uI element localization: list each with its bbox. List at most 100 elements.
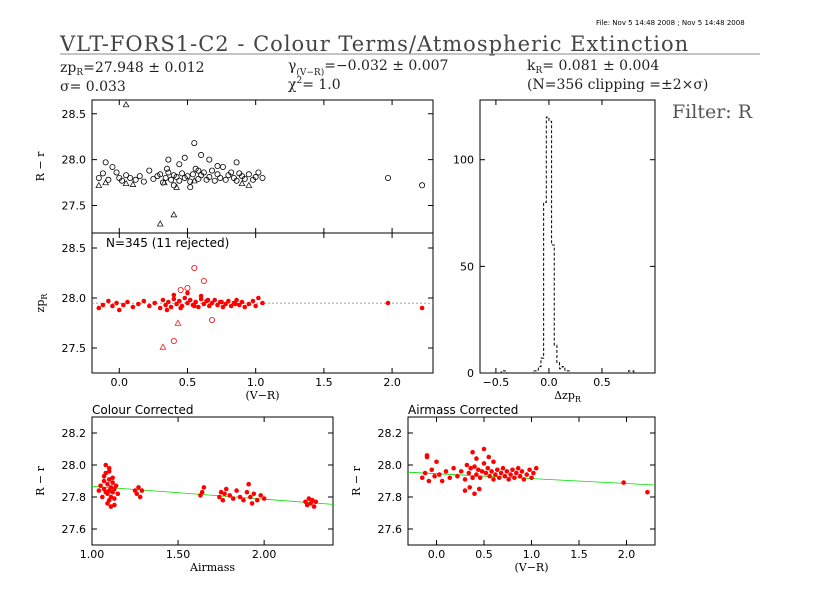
data-point <box>206 174 213 181</box>
y-tick-label: 50 <box>460 260 474 273</box>
data-point <box>500 465 506 471</box>
data-point <box>127 174 134 181</box>
data-point <box>100 494 105 500</box>
data-point <box>384 174 391 181</box>
data-point <box>533 465 539 471</box>
y-tick-label: 100 <box>453 154 474 167</box>
k-stat: kR= 0.081 ± 0.004 <box>527 58 659 76</box>
plot-frame <box>91 99 434 234</box>
data-point <box>474 456 479 461</box>
data-point <box>468 465 474 471</box>
data-point <box>233 177 240 184</box>
data-point <box>113 483 119 489</box>
data-point <box>106 298 111 304</box>
data-point <box>472 464 477 469</box>
data-point <box>176 177 183 184</box>
data-point <box>512 475 517 481</box>
data-point <box>214 163 221 170</box>
data-point <box>476 486 482 492</box>
data-point <box>489 469 494 474</box>
data-point <box>110 480 115 485</box>
data-point <box>222 176 229 183</box>
data-point <box>217 174 224 181</box>
data-point <box>434 459 439 465</box>
data-point <box>248 494 253 500</box>
plot-frame <box>91 416 334 546</box>
data-point <box>422 470 428 476</box>
data-point <box>139 488 145 493</box>
data-point <box>195 167 202 174</box>
data-point <box>177 286 184 293</box>
data-point <box>245 181 253 188</box>
data-point <box>495 467 500 473</box>
data-point <box>132 176 139 183</box>
data-point <box>141 298 147 304</box>
chart-annotation: N=345 (11 rejected) <box>106 236 229 250</box>
data-point <box>171 296 177 302</box>
data-point <box>108 485 114 490</box>
data-point <box>241 497 246 503</box>
y-tick-label: 28.2 <box>62 427 87 440</box>
data-point <box>164 307 170 313</box>
data-point <box>166 299 171 305</box>
data-point <box>123 172 130 179</box>
x-tick-label: 0.5 <box>475 548 493 561</box>
data-point <box>496 475 502 481</box>
data-point <box>621 480 626 485</box>
data-point <box>241 175 248 182</box>
data-point <box>206 156 213 163</box>
data-point <box>134 491 140 497</box>
data-point <box>178 305 183 311</box>
data-point <box>170 182 177 189</box>
x-tick-label: 1.5 <box>315 376 333 389</box>
data-point <box>234 488 239 493</box>
x-tick-label: 1.00 <box>80 548 105 561</box>
data-point <box>466 470 472 476</box>
y-tick-label: 28.0 <box>378 459 403 472</box>
histogram-bar <box>560 369 563 373</box>
x-tick-label: 2.0 <box>383 376 401 389</box>
data-point <box>212 297 218 303</box>
data-point <box>101 473 107 479</box>
x-tick-label: −0.5 <box>483 376 510 389</box>
data-point <box>250 298 256 304</box>
data-point <box>260 300 265 306</box>
data-point <box>256 295 261 301</box>
x-tick-label: 1.50 <box>166 548 191 561</box>
data-point <box>244 489 250 495</box>
chart-title: Airmass Corrected <box>408 403 518 417</box>
x-axis-label-sub: R <box>575 395 582 404</box>
clip-stat: (N=356 clipping =±2×σ) <box>527 77 708 93</box>
data-point <box>462 477 468 482</box>
data-point <box>242 304 248 310</box>
data-point <box>227 493 233 498</box>
data-point <box>112 502 117 508</box>
x-tick-label: 0.0 <box>111 376 129 389</box>
data-point <box>228 169 235 176</box>
data-point <box>165 169 172 176</box>
y-axis-label: zpR <box>34 293 49 313</box>
data-point <box>201 485 207 490</box>
data-point <box>517 473 523 479</box>
data-point <box>429 467 435 473</box>
data-point <box>106 477 112 482</box>
data-point <box>443 469 449 474</box>
data-point <box>122 179 130 187</box>
x-tick-label: 1.0 <box>247 376 265 389</box>
data-point <box>477 475 483 481</box>
chi2-stat: χ2= 1.0 <box>288 76 341 93</box>
data-point <box>491 477 496 482</box>
gamma-stat: γ(V−R)=−0.032 ± 0.007 <box>288 58 448 78</box>
x-tick-label: 2.0 <box>618 548 636 561</box>
x-tick-label: 1.5 <box>570 548 588 561</box>
data-point <box>311 504 317 509</box>
data-point <box>502 473 508 479</box>
data-point <box>160 297 166 303</box>
data-point <box>521 477 527 482</box>
data-point <box>467 485 473 490</box>
data-point <box>185 290 190 296</box>
data-point <box>121 302 126 308</box>
data-point <box>199 489 205 495</box>
x-axis-label: ΔzpR <box>554 389 582 404</box>
data-point <box>101 478 107 484</box>
